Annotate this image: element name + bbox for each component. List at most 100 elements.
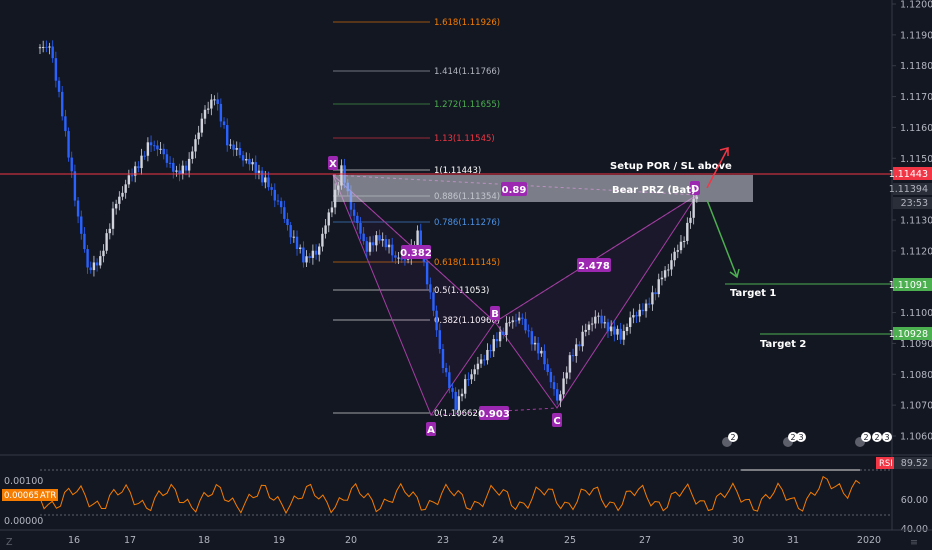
- candle-body: [127, 175, 131, 185]
- target2-price-label: 1.10928: [889, 329, 928, 340]
- price-tick-label: 1.11600: [900, 123, 932, 134]
- candle-body: [609, 326, 613, 332]
- event-count-badge[interactable]: [861, 432, 871, 442]
- candle-body: [130, 175, 134, 177]
- price-tick-label: 1.10600: [900, 431, 932, 442]
- candle-body: [565, 372, 568, 379]
- timezone-icon[interactable]: Z: [6, 537, 13, 548]
- candle-body: [603, 322, 607, 324]
- setup-annotation: Setup POR / SL above: [610, 161, 732, 172]
- event-count-badge[interactable]: [872, 432, 882, 442]
- event-count: 2: [790, 433, 795, 442]
- candle-body: [264, 177, 267, 183]
- fib-level-label: 0.382(1.10960): [434, 316, 500, 326]
- candle-body: [76, 200, 80, 217]
- atr-value: 0.00065: [4, 491, 39, 501]
- candle-body: [200, 118, 204, 133]
- candle-body: [667, 269, 670, 271]
- settings-menu-icon[interactable]: ≡: [910, 537, 918, 548]
- pattern-point-c-badge: [552, 413, 562, 427]
- candle-body: [546, 364, 549, 372]
- price-axis[interactable]: [892, 0, 932, 530]
- price-tick-label: 1.10700: [900, 401, 932, 412]
- candle-body: [384, 239, 388, 248]
- candle-body: [438, 330, 442, 350]
- candle-body: [556, 389, 559, 401]
- candle-body: [206, 108, 210, 110]
- candle-body: [276, 200, 280, 202]
- candle-body: [597, 315, 600, 317]
- candle-body: [41, 46, 45, 48]
- pattern-ratio-line: [494, 194, 698, 323]
- candle-body: [660, 277, 664, 280]
- candle-body: [616, 328, 619, 335]
- price-tick-label: 1.10800: [900, 370, 932, 381]
- price-tick-label: 1.11500: [900, 154, 932, 165]
- current-price-tag: [893, 167, 932, 180]
- candle-body: [435, 310, 438, 331]
- candle-body: [590, 323, 594, 325]
- last-close-tag: [893, 183, 932, 195]
- candle-body: [368, 242, 372, 252]
- candle-body: [86, 249, 89, 268]
- candle-body: [448, 372, 451, 389]
- candle-body: [387, 244, 391, 248]
- candle-body: [682, 240, 686, 242]
- ratio-xd-badge: [501, 182, 527, 196]
- candle-body: [229, 144, 232, 146]
- fib-level-label: 0.618(1.11145): [434, 258, 500, 268]
- time-tick-label: 19: [273, 535, 285, 546]
- candle-body: [568, 355, 572, 373]
- candle-body: [267, 177, 270, 188]
- candle-body: [257, 170, 261, 173]
- event-badges[interactable]: 2 2 3 2 2 3: [722, 432, 892, 447]
- candle-body: [57, 80, 61, 92]
- down-arrow-icon: [706, 199, 740, 279]
- atr-line: [39, 475, 861, 515]
- candle-body: [226, 125, 229, 146]
- candle-body: [486, 349, 489, 361]
- time-tick-label: 31: [787, 535, 799, 546]
- event-count-badge[interactable]: [788, 432, 798, 442]
- candle-body: [527, 330, 530, 332]
- candle-body: [162, 148, 165, 155]
- fib-level-label: 0.786(1.11276): [434, 218, 500, 228]
- price-tick-label: 1.12000: [900, 0, 932, 11]
- fib-levels: 1.618(1.11926) 1.414(1.11766) 1.272(1.1165…: [333, 18, 500, 419]
- candle-body: [419, 230, 422, 252]
- event-count: 2: [730, 433, 735, 442]
- candle-body: [165, 154, 169, 163]
- candle-body: [38, 47, 42, 49]
- candle-body: [587, 324, 591, 330]
- candle-body: [118, 196, 121, 204]
- candle-body: [156, 145, 159, 150]
- target1-annotation: Target 1: [730, 288, 776, 299]
- fib-level-label: 1.272(1.11655): [434, 100, 500, 110]
- candle-body: [686, 222, 689, 241]
- atr-name: ATR: [40, 491, 56, 501]
- candle-body: [61, 91, 64, 117]
- candle-body: [635, 315, 638, 317]
- candle-body: [581, 331, 584, 347]
- candle-body: [521, 317, 524, 319]
- event-count-badge[interactable]: [882, 432, 892, 442]
- candle-body: [654, 292, 657, 295]
- event-count-badge[interactable]: [728, 432, 738, 442]
- pattern-point-b: B: [491, 309, 499, 320]
- candle-body: [273, 189, 277, 201]
- candle-body: [327, 212, 330, 226]
- candle-body: [121, 192, 124, 197]
- countdown-label: 23:53: [901, 198, 928, 209]
- candle-body: [460, 393, 464, 397]
- event-count-badge[interactable]: [796, 432, 806, 442]
- candle-body: [203, 109, 207, 119]
- candle-body: [444, 368, 448, 373]
- candle-body: [216, 99, 219, 104]
- candle-body: [92, 262, 96, 271]
- candle-body: [48, 46, 51, 48]
- time-tick-label: 23: [437, 535, 449, 546]
- price-tick-label: 1.11000: [900, 308, 932, 319]
- candle-body: [644, 303, 648, 312]
- candle-body: [295, 236, 299, 249]
